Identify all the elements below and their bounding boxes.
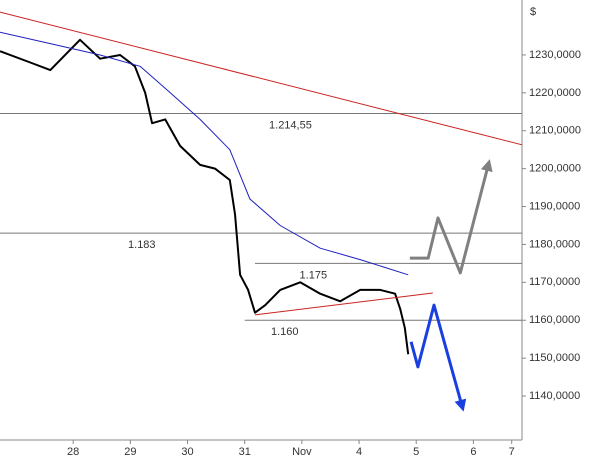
x-tick-label: 29	[124, 446, 136, 458]
trendline-line	[0, 11, 523, 146]
y-tick-label: 1200,0000	[529, 163, 581, 175]
y-tick-label: 1180,0000	[529, 238, 580, 250]
moving-average-line	[0, 31, 409, 276]
y-tick-label: 1160,0000	[529, 314, 580, 326]
x-tick-label: 6	[470, 446, 476, 458]
plot-area	[0, 0, 522, 440]
x-tick-label: 31	[239, 446, 251, 458]
x-tick-label: 4	[356, 446, 362, 458]
x-tick-label: Nov	[292, 446, 312, 458]
level-label: 1.160	[271, 326, 299, 338]
y-tick-label: 1140,0000	[529, 390, 580, 402]
x-tick-label: 30	[181, 446, 193, 458]
x-tick-label: 5	[413, 446, 419, 458]
y-tick-label: 1210,0000	[529, 125, 581, 137]
y-tick-label: 1170,0000	[529, 276, 580, 288]
y-tick-label: 1220,0000	[529, 87, 581, 99]
scenario-line	[409, 303, 467, 412]
level-label: 1.214,55	[269, 119, 312, 131]
trendline-line	[254, 292, 433, 316]
scenario-line	[409, 159, 493, 275]
x-tick-label: 28	[67, 446, 79, 458]
y-tick-label: 1190,0000	[529, 200, 580, 212]
price-line	[0, 38, 410, 355]
x-tick-label: 7	[509, 446, 515, 458]
level-label: 1.183	[128, 239, 156, 251]
y-tick-label: 1230,0000	[529, 49, 581, 61]
level-label: 1.175	[300, 269, 328, 281]
currency: $	[530, 6, 536, 18]
y-tick-label: 1150,0000	[529, 352, 580, 364]
